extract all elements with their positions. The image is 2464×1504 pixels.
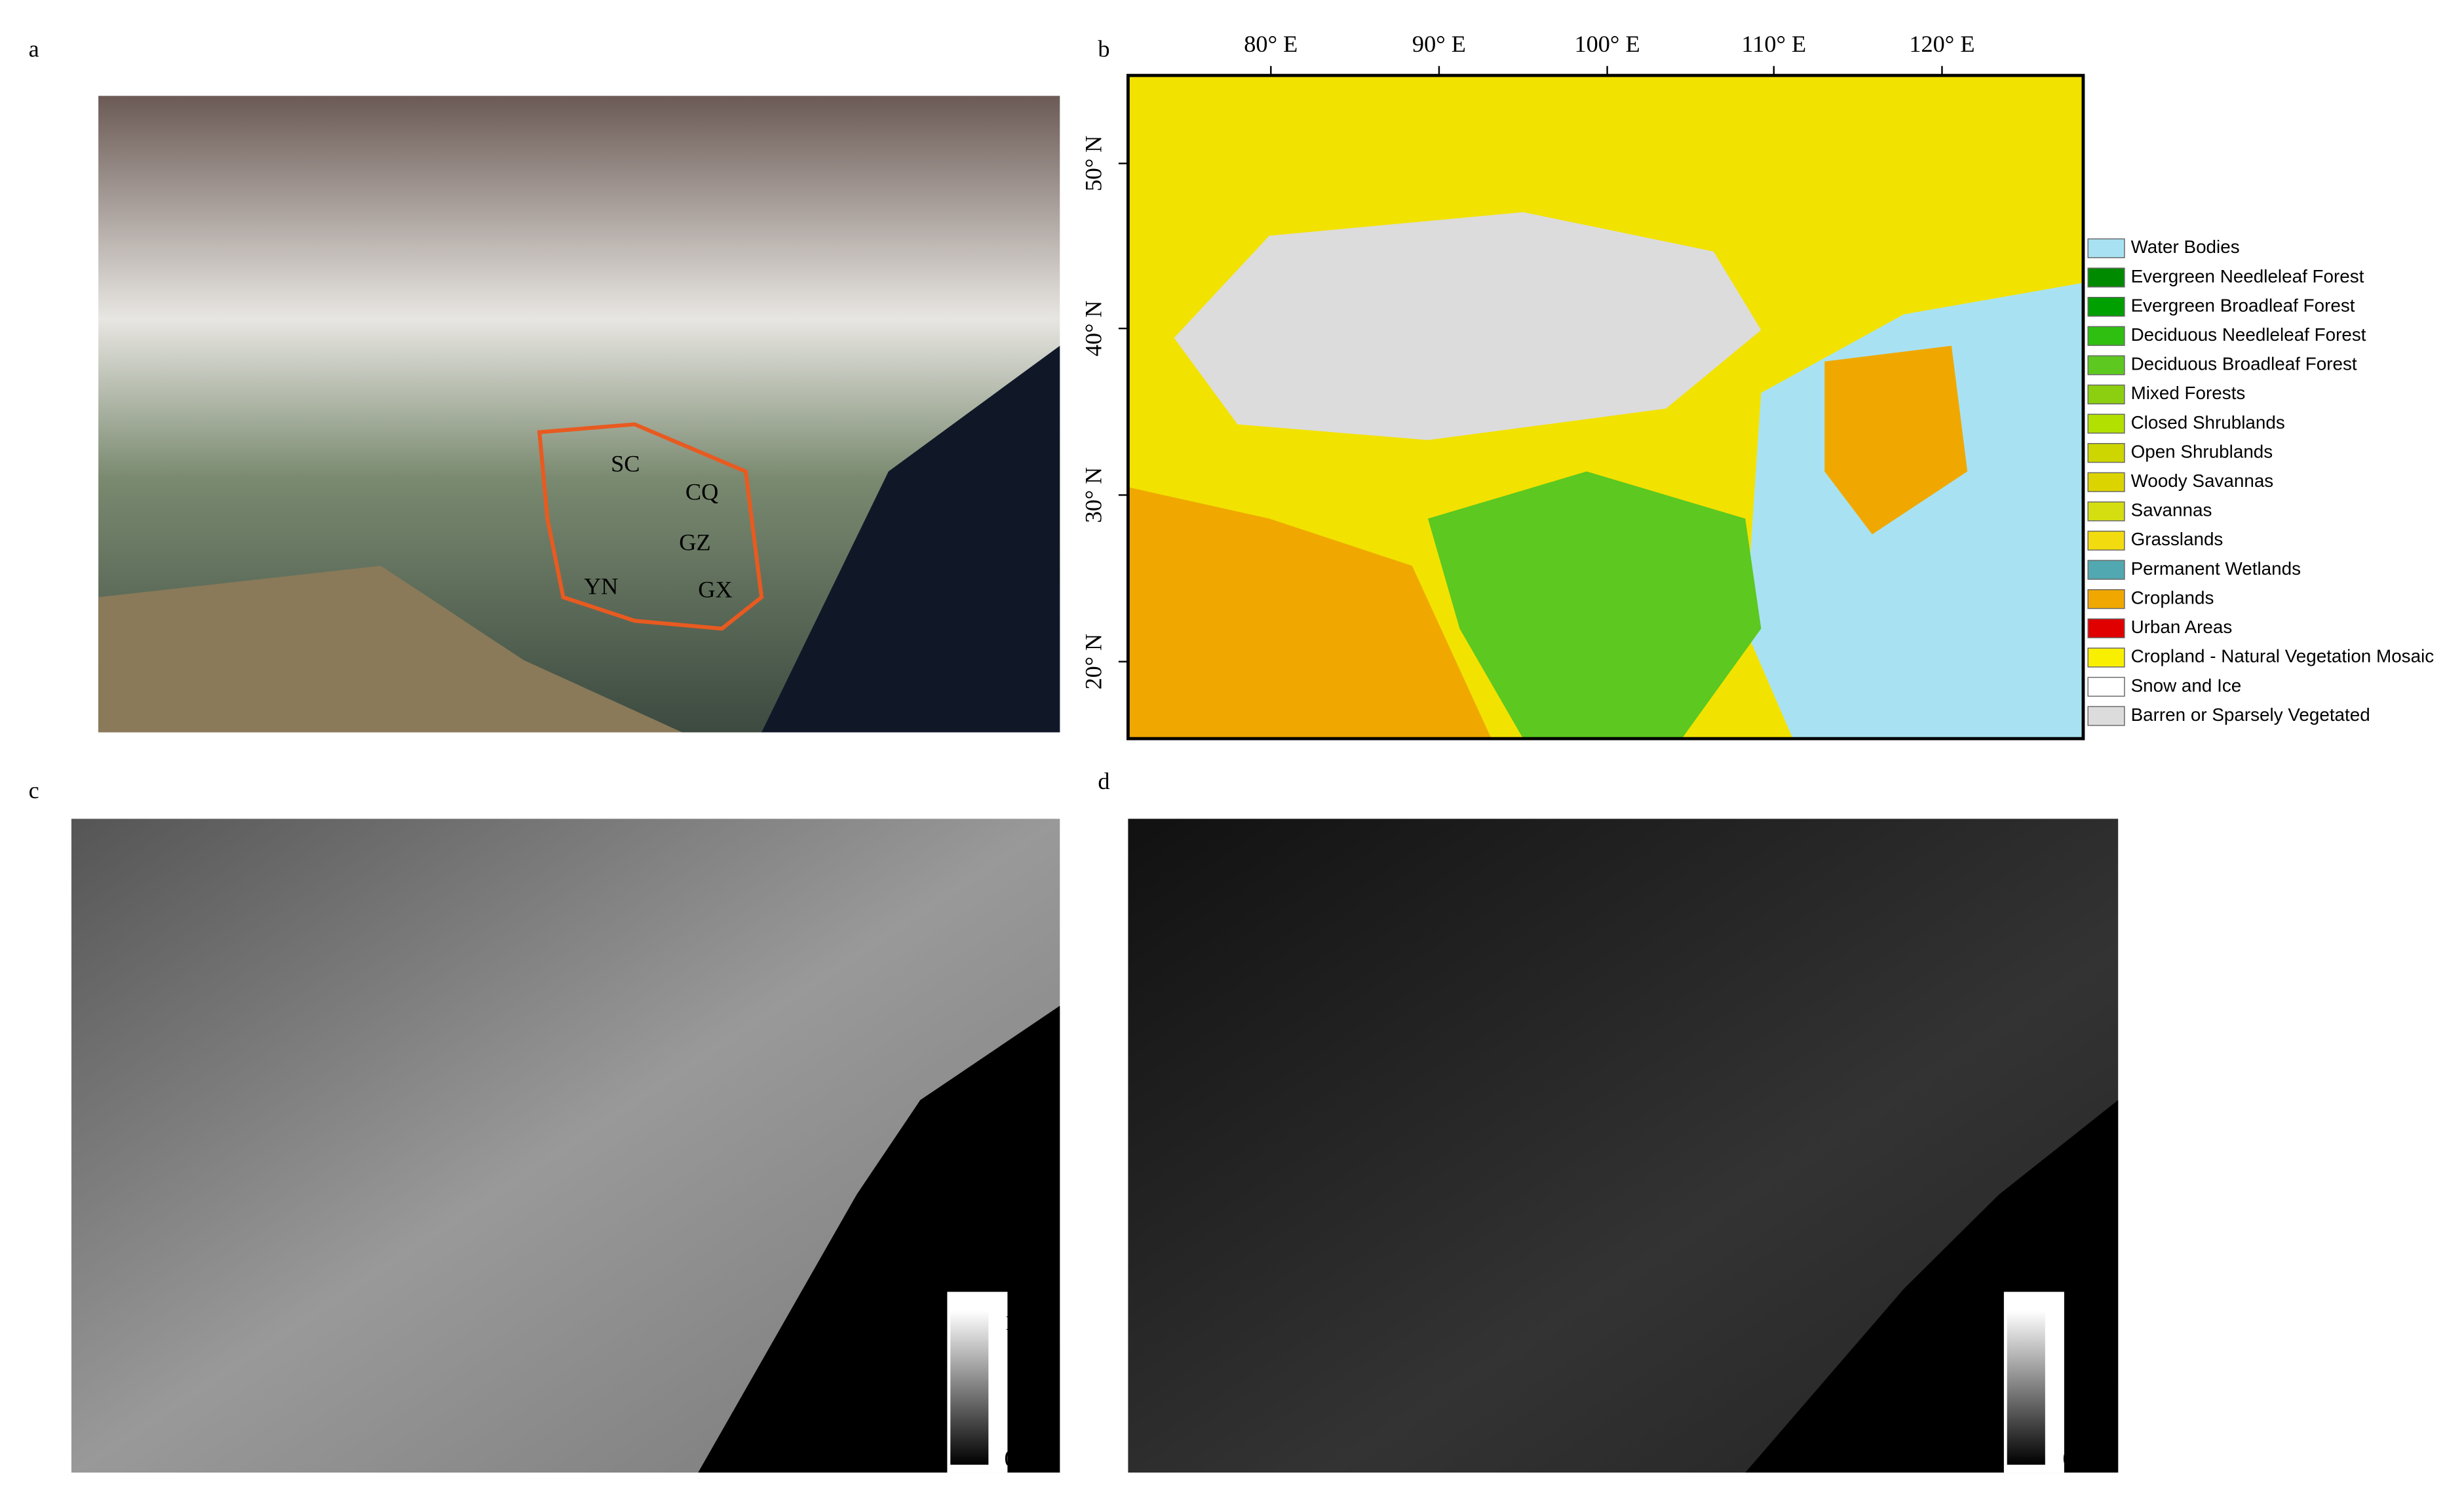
colorbar-max: 1393 xyxy=(1005,1309,1052,1335)
legend-label: Deciduous Broadleaf Forest xyxy=(2131,354,2357,374)
legend-swatch xyxy=(2087,501,2125,522)
legend-label: Cropland - Natural Vegetation Mosaic xyxy=(2131,646,2435,666)
region-label: YN xyxy=(584,573,618,600)
panel-label: d xyxy=(1098,768,1109,794)
lat-label: 50° N xyxy=(1080,136,1106,191)
lon-label: 80° E xyxy=(1244,31,1298,57)
legend-swatch xyxy=(2087,414,2125,434)
legend-swatch xyxy=(2087,676,2125,697)
panel-label: a xyxy=(29,35,39,62)
barren-area xyxy=(1174,212,1761,440)
legend-label: Snow and Ice xyxy=(2131,675,2242,695)
map-frame xyxy=(1126,73,2085,741)
colorbar-min: 0 xyxy=(1005,1446,1016,1472)
legend-label: Evergreen Broadleaf Forest xyxy=(2131,296,2355,316)
legend-swatch xyxy=(2087,618,2125,638)
legend-label: Croplands xyxy=(2131,588,2214,608)
region-label: GX xyxy=(698,576,732,602)
colorbar xyxy=(2007,1311,2045,1465)
legend-label: Grasslands xyxy=(2131,529,2223,549)
legend-label: Closed Shrublands xyxy=(2131,412,2285,433)
lat-label: 30° N xyxy=(1080,467,1106,523)
lon-label: 100° E xyxy=(1574,31,1640,57)
legend-swatch xyxy=(2087,472,2125,492)
study-region xyxy=(537,422,764,631)
legend-swatch xyxy=(2087,560,2125,580)
colorbar xyxy=(950,1311,989,1465)
legend-label: Deciduous Needleleaf Forest xyxy=(2131,324,2366,345)
lon-label: 120° E xyxy=(1909,31,1974,57)
forest-area xyxy=(1428,471,1761,739)
colorbar-min: 0 xyxy=(2062,1446,2074,1472)
legend-swatch xyxy=(2087,355,2125,376)
legend-swatch xyxy=(2087,443,2125,463)
legend-label: Urban Areas xyxy=(2131,617,2233,637)
lon-label: 110° E xyxy=(1741,31,1806,57)
cropland-area xyxy=(1128,487,1492,739)
legend-label: Open Shrublands xyxy=(2131,442,2273,462)
legend-swatch xyxy=(2087,647,2125,668)
legend-swatch xyxy=(2087,384,2125,405)
legend-label: Savannas xyxy=(2131,500,2212,520)
cropland-area xyxy=(1824,345,1968,535)
legend-label: Mixed Forests xyxy=(2131,383,2246,403)
legend-label: Water Bodies xyxy=(2131,237,2240,257)
region-label: GZ xyxy=(679,529,710,555)
panel-label: b xyxy=(1098,35,1109,62)
colorbar-max: 1393 xyxy=(2062,1309,2110,1335)
lat-label: 40° N xyxy=(1080,301,1106,357)
region-label: SC xyxy=(611,451,640,477)
legend-swatch xyxy=(2087,706,2125,726)
panel-label: c xyxy=(29,777,39,803)
lon-label: 90° E xyxy=(1412,31,1466,57)
legend-swatch xyxy=(2087,530,2125,551)
legend-label: Woody Savannas xyxy=(2131,471,2274,491)
legend-swatch xyxy=(2087,297,2125,317)
legend-label: Permanent Wetlands xyxy=(2131,558,2301,579)
legend-swatch xyxy=(2087,267,2125,288)
legend-label: Barren or Sparsely Vegetated xyxy=(2131,704,2370,725)
sea-area xyxy=(761,345,1060,733)
region-label: CQ xyxy=(685,479,718,505)
lat-label: 20° N xyxy=(1080,634,1106,689)
land-area xyxy=(98,566,683,733)
legend-swatch xyxy=(2087,589,2125,609)
legend-swatch xyxy=(2087,238,2125,259)
legend-label: Evergreen Needleleaf Forest xyxy=(2131,266,2364,286)
legend-swatch xyxy=(2087,326,2125,346)
